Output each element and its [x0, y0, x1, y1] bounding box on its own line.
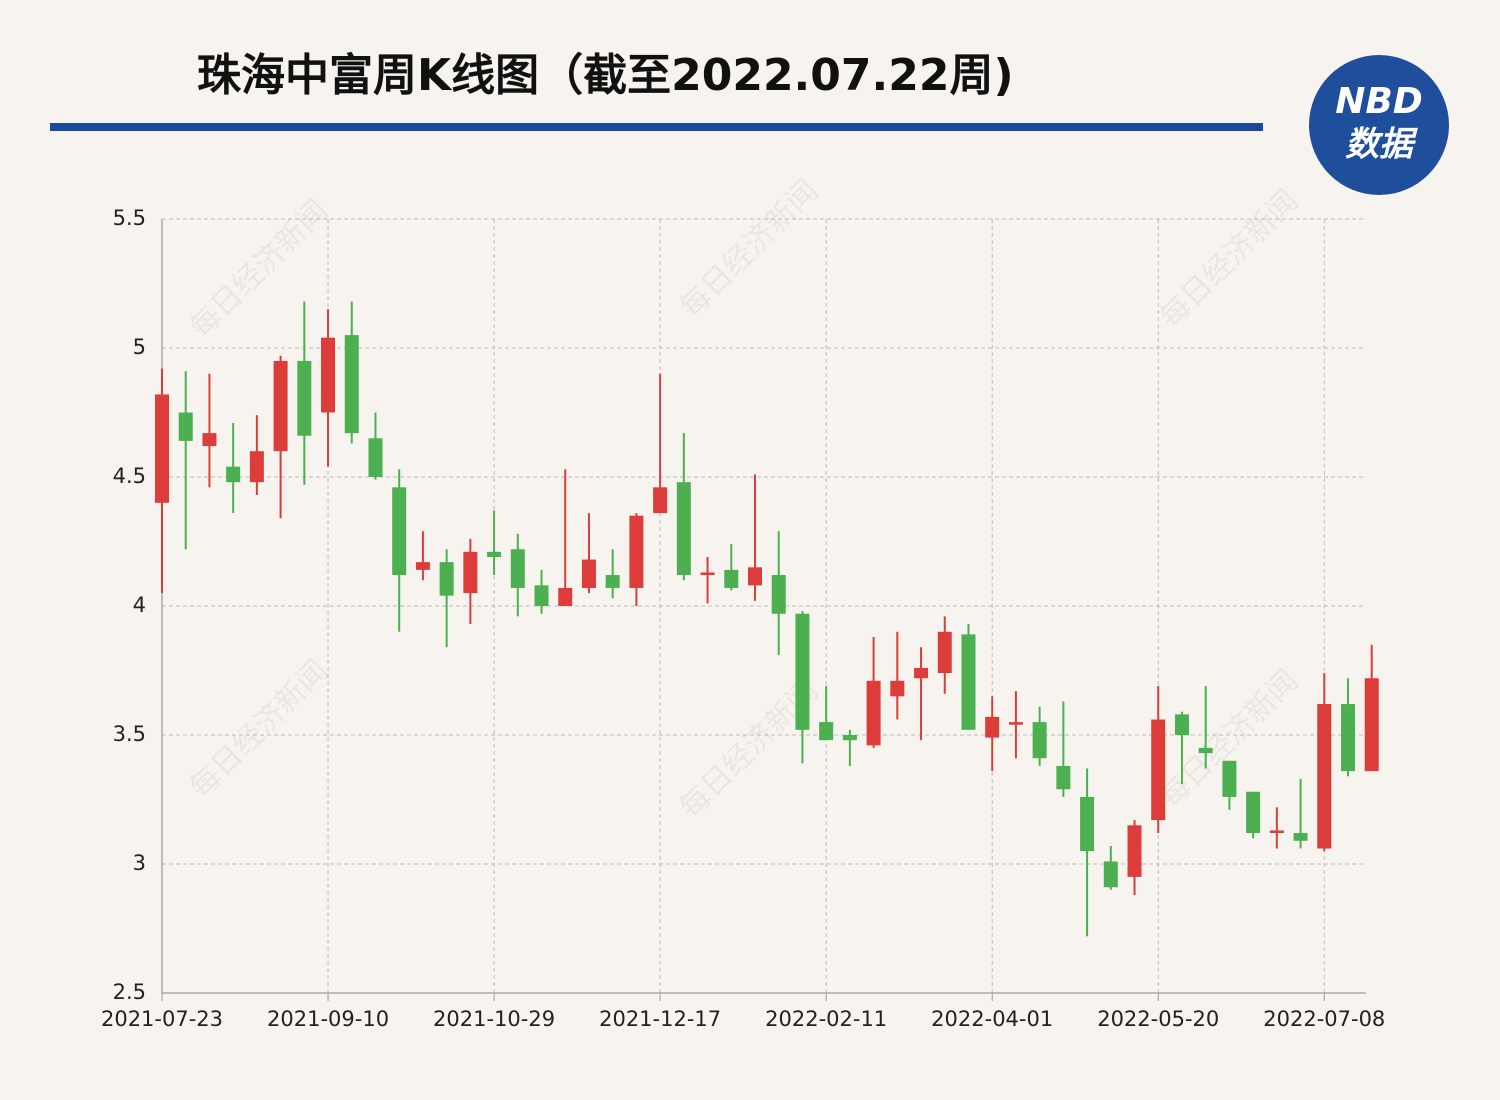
- candle-body: [1364, 678, 1379, 772]
- candle-body: [1056, 765, 1071, 790]
- candle-body: [1174, 714, 1189, 735]
- candle-body: [321, 337, 336, 413]
- candle-body: [392, 487, 407, 576]
- candle-body: [605, 575, 620, 588]
- candle-body: [724, 569, 739, 588]
- y-tick-label: 3.5: [113, 722, 146, 746]
- title-rule: [50, 123, 1263, 131]
- candle-body: [1008, 722, 1023, 725]
- candle-body: [558, 587, 573, 606]
- candle-body: [819, 722, 834, 741]
- x-tick-label: 2022-07-08: [1263, 1007, 1385, 1031]
- candle-body: [1198, 747, 1213, 754]
- candle-body: [866, 680, 881, 746]
- candle-body: [1103, 861, 1118, 888]
- x-tick-label: 2021-09-10: [267, 1007, 389, 1031]
- candle-body: [1151, 719, 1166, 821]
- candle-body: [487, 551, 502, 557]
- candle-body: [1127, 825, 1142, 877]
- candle-body: [1293, 833, 1308, 841]
- candle-body: [985, 716, 1000, 738]
- candle-body: [1246, 791, 1261, 834]
- candle-body: [700, 572, 715, 576]
- candle-body: [155, 394, 169, 503]
- y-tick-label: 2.5: [113, 980, 146, 1004]
- candle-body: [439, 562, 454, 596]
- y-tick-label: 5.5: [113, 206, 146, 230]
- x-tick-label: 2022-02-11: [765, 1007, 887, 1031]
- y-tick-label: 4.5: [113, 464, 146, 488]
- x-tick-label: 2021-12-17: [599, 1007, 721, 1031]
- candle-body: [842, 735, 857, 741]
- candle-body: [249, 451, 264, 483]
- x-tick-label: 2022-05-20: [1097, 1007, 1219, 1031]
- candle-body: [415, 562, 430, 570]
- candle-body: [961, 634, 976, 730]
- watermark: 每日经济新闻: [1153, 183, 1305, 335]
- logo-badge: [1309, 55, 1449, 195]
- y-tick-label: 4: [133, 593, 146, 617]
- logo-text: NBD: [1335, 81, 1422, 122]
- chart-title: 珠海中富周K线图（截至2022.07.22周): [197, 50, 1014, 101]
- candle-body: [368, 438, 383, 477]
- candles: [155, 301, 1379, 937]
- candle-body: [226, 466, 241, 483]
- candle-body: [795, 613, 810, 730]
- candle-body: [202, 433, 217, 447]
- candle-body: [914, 667, 929, 679]
- x-tick-label: 2021-10-29: [433, 1007, 555, 1031]
- candle-body: [1032, 722, 1047, 759]
- candle-body: [1269, 830, 1284, 834]
- x-tick-label: 2022-04-01: [931, 1007, 1053, 1031]
- y-tick-label: 5: [133, 335, 146, 359]
- candle-body: [581, 559, 596, 588]
- candle-body: [629, 515, 644, 588]
- candle-body: [748, 567, 762, 586]
- candle-body: [1080, 796, 1095, 852]
- candle-body: [534, 585, 549, 606]
- x-tick-label: 2021-07-23: [101, 1007, 223, 1031]
- candle-body: [653, 487, 668, 514]
- watermark: 每日经济新闻: [183, 193, 335, 345]
- candle-body: [463, 551, 478, 594]
- candle-body: [510, 549, 525, 588]
- y-tick-label: 3: [133, 851, 146, 875]
- candle-body: [178, 412, 193, 441]
- candle-body: [1341, 704, 1355, 772]
- candle-body: [676, 482, 691, 576]
- candle-body: [890, 680, 905, 697]
- candle-body: [297, 360, 312, 436]
- watermark: 每日经济新闻: [673, 173, 825, 325]
- candle-body: [771, 575, 786, 614]
- candle-body: [273, 360, 288, 452]
- watermark: 每日经济新闻: [183, 653, 335, 805]
- candle-body: [937, 631, 952, 674]
- candle-body: [1317, 704, 1332, 849]
- candle-body: [344, 335, 359, 434]
- grid: 2.5 3 3.5 4 4.5 5 5.5 2021-07-23 2021-09-10 2021-…: [101, 206, 1385, 1031]
- candle-body: [1222, 760, 1237, 797]
- logo-text: 数据: [1345, 125, 1418, 165]
